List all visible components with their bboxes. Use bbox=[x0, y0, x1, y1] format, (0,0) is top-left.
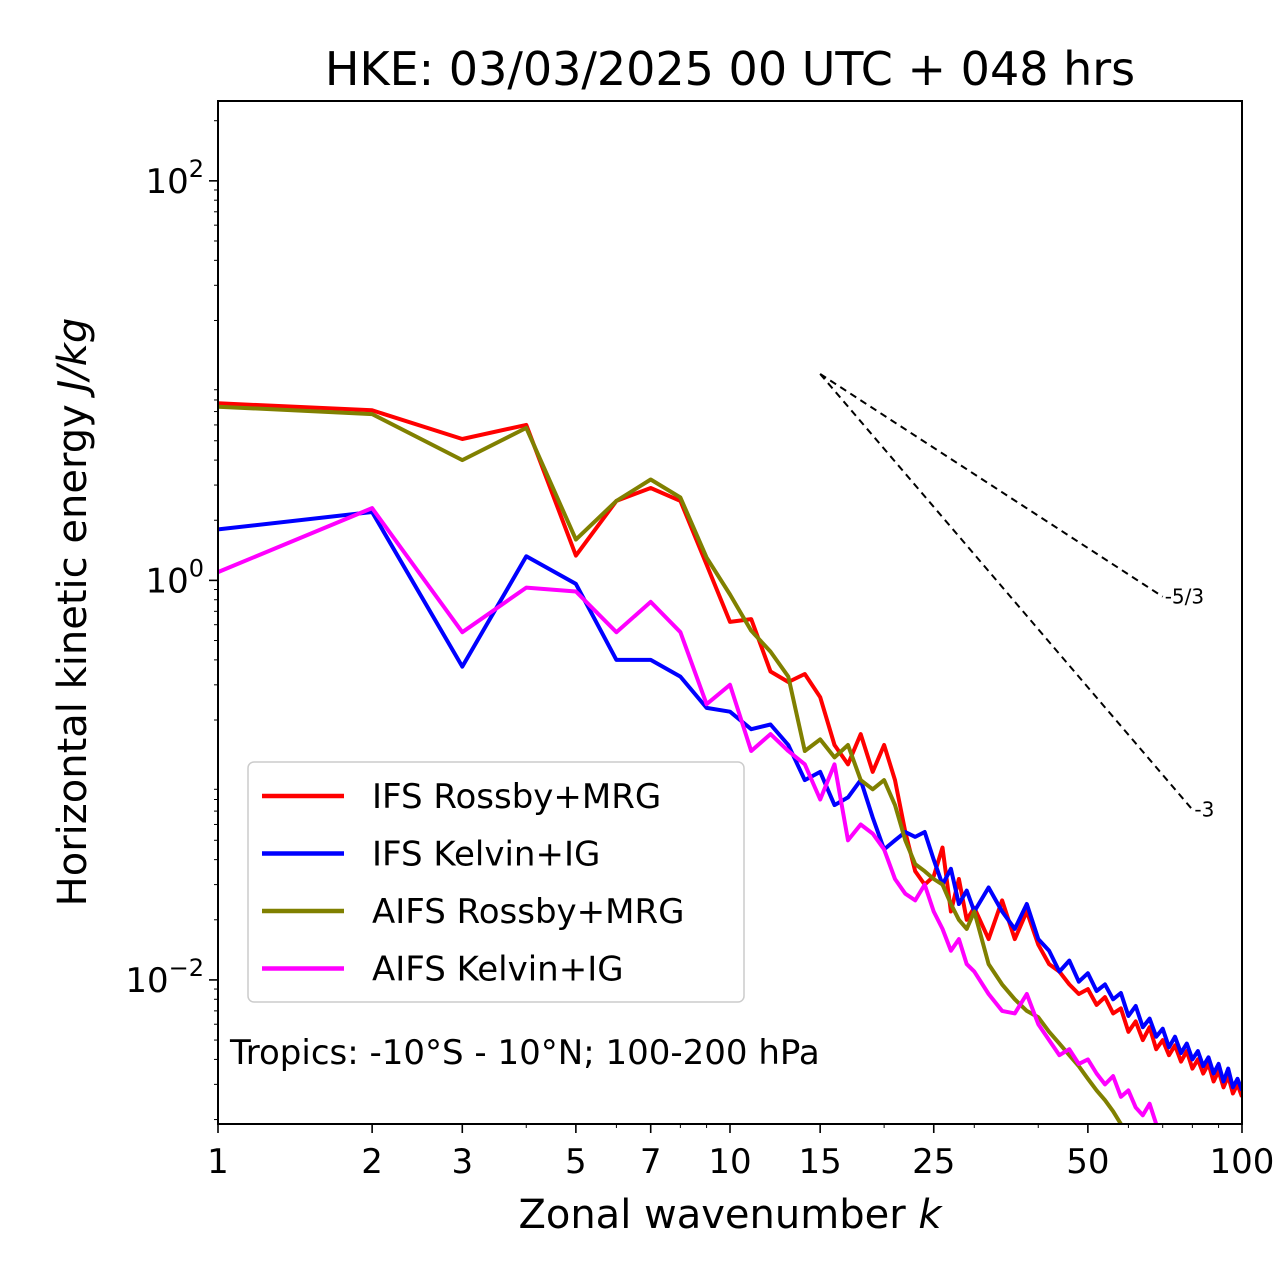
chart-title: HKE: 03/03/2025 00 UTC + 048 hrs bbox=[325, 42, 1135, 96]
x-tick-label: 15 bbox=[799, 1142, 842, 1182]
legend-box bbox=[247, 761, 745, 1003]
series-line-0 bbox=[218, 401, 1242, 1098]
x-tick-label: 25 bbox=[912, 1142, 955, 1182]
x-tick-label: 1 bbox=[207, 1142, 229, 1182]
series-line-3 bbox=[218, 506, 1159, 1124]
region-annotation: Tropics: -10°S - 10°N; 100-200 hPa bbox=[229, 1033, 820, 1073]
legend-label: IFS Kelvin+IG bbox=[372, 835, 600, 875]
y-tick-label: 102 bbox=[145, 155, 204, 202]
reference-slope-line bbox=[819, 373, 1194, 811]
y-axis-label: Horizontal kinetic energy J/kg bbox=[50, 318, 96, 907]
legend-label: AIFS Kelvin+IG bbox=[372, 950, 624, 990]
legend-label: IFS Rossby+MRG bbox=[372, 777, 661, 817]
legend: IFS Rossby+MRG IFS Kelvin+IG AIFS Rossby+M… bbox=[247, 761, 745, 1003]
reference-slope-label: -5/3 bbox=[1165, 585, 1204, 609]
legend-label: AIFS Rossby+MRG bbox=[372, 892, 684, 932]
reference-slope-label: -3 bbox=[1194, 798, 1214, 822]
x-axis-label: Zonal wavenumber k bbox=[518, 1192, 943, 1238]
x-tick-label: 50 bbox=[1066, 1142, 1109, 1182]
x-tick-label: 7 bbox=[640, 1142, 662, 1182]
y-tick-label: 100 bbox=[145, 554, 204, 601]
series-line-1 bbox=[218, 510, 1242, 1092]
y-tick-label: 10−2 bbox=[125, 954, 204, 1001]
series-line-2 bbox=[218, 404, 1123, 1124]
x-tick-label: 2 bbox=[361, 1142, 383, 1182]
x-tick-label: 5 bbox=[565, 1142, 587, 1182]
x-tick-label: 10 bbox=[708, 1142, 751, 1182]
x-tick-label: 100 bbox=[1210, 1142, 1275, 1182]
reference-slope-line bbox=[819, 373, 1164, 598]
x-tick-label: 3 bbox=[451, 1142, 473, 1182]
